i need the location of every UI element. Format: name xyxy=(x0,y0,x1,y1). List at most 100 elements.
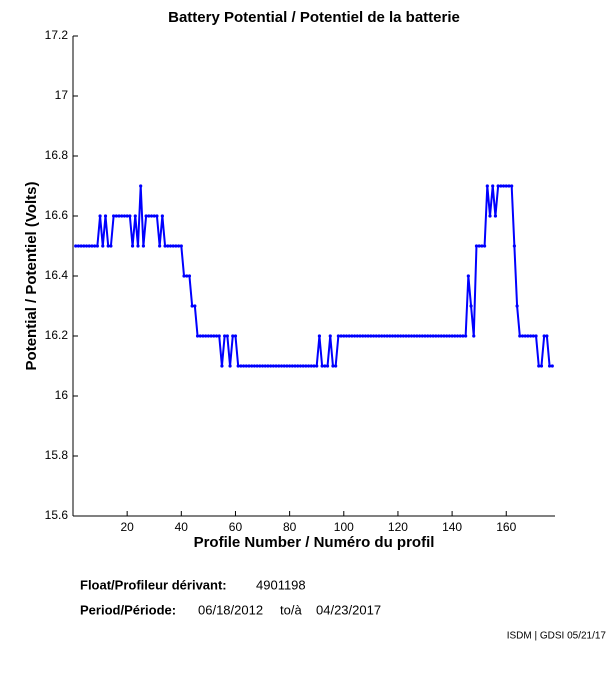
data-point xyxy=(423,334,427,338)
y-axis-label: Potential / Potentiel (Volts) xyxy=(23,182,40,371)
x-tick-label: 100 xyxy=(334,520,354,534)
chart-title: Battery Potential / Potentiel de la batt… xyxy=(168,9,460,26)
data-point xyxy=(407,334,411,338)
data-point xyxy=(95,244,99,248)
data-point xyxy=(84,244,89,248)
data-point xyxy=(285,364,289,368)
data-point xyxy=(385,334,389,338)
data-point xyxy=(453,334,457,338)
data-point xyxy=(323,364,327,368)
y-tick-label: 16 xyxy=(55,388,69,402)
data-point xyxy=(128,214,132,218)
data-point xyxy=(201,334,205,338)
data-point xyxy=(171,244,175,248)
data-point xyxy=(480,244,484,248)
data-point xyxy=(125,214,129,218)
data-point xyxy=(363,334,368,338)
data-point xyxy=(182,274,186,278)
data-point xyxy=(439,334,443,338)
data-point xyxy=(342,334,346,338)
x-tick-label: 80 xyxy=(283,520,297,534)
data-point xyxy=(399,334,403,338)
data-point xyxy=(412,334,416,338)
data-point xyxy=(458,334,462,338)
data-point xyxy=(155,214,159,218)
data-point xyxy=(136,244,140,248)
data-point xyxy=(244,364,248,368)
data-point xyxy=(426,334,430,338)
data-point xyxy=(193,304,197,308)
data-point xyxy=(520,334,525,338)
data-point xyxy=(442,334,446,338)
data-point xyxy=(288,364,292,368)
data-point xyxy=(120,214,124,218)
data-point xyxy=(114,214,118,218)
data-point xyxy=(474,244,479,248)
data-point xyxy=(353,334,357,338)
data-point xyxy=(195,334,200,338)
data-point xyxy=(231,334,235,338)
data-point xyxy=(461,334,465,338)
data-point xyxy=(117,214,121,218)
data-point xyxy=(534,334,538,338)
data-point xyxy=(206,334,210,338)
y-tick-label: 15.6 xyxy=(45,508,69,522)
data-point xyxy=(298,364,303,368)
data-point xyxy=(366,334,370,338)
data-point xyxy=(523,334,527,338)
data-point xyxy=(339,334,343,338)
data-point xyxy=(149,214,154,218)
data-point xyxy=(241,364,246,368)
data-point xyxy=(493,214,498,218)
data-point xyxy=(290,364,294,368)
data-point xyxy=(228,364,232,368)
data-point xyxy=(515,304,519,308)
y-tick-label: 16.2 xyxy=(45,328,69,342)
data-point xyxy=(334,364,338,368)
data-point xyxy=(130,244,135,248)
data-point xyxy=(466,274,470,278)
data-point xyxy=(212,334,216,338)
data-point xyxy=(504,184,508,188)
data-point xyxy=(220,364,224,368)
data-point xyxy=(358,334,362,338)
data-point xyxy=(434,334,438,338)
data-point xyxy=(122,214,127,218)
data-point xyxy=(369,334,373,338)
data-point xyxy=(309,364,313,368)
data-point xyxy=(190,304,194,308)
data-point xyxy=(301,364,305,368)
data-point xyxy=(325,364,330,368)
data-point xyxy=(388,334,392,338)
data-point xyxy=(464,334,468,338)
data-point xyxy=(239,364,243,368)
y-tick-label: 15.8 xyxy=(45,448,69,462)
data-point xyxy=(485,184,489,188)
data-point xyxy=(282,364,286,368)
data-point xyxy=(499,184,503,188)
x-tick-label: 160 xyxy=(496,520,516,534)
data-point xyxy=(101,244,105,248)
data-point xyxy=(512,244,516,248)
data-point xyxy=(185,274,189,278)
data-point xyxy=(420,334,424,338)
data-point xyxy=(76,244,81,248)
data-point xyxy=(147,214,151,218)
data-point xyxy=(252,364,257,368)
data-point xyxy=(404,334,408,338)
data-point xyxy=(266,364,270,368)
data-point xyxy=(103,214,108,218)
data-point xyxy=(223,334,227,338)
data-point xyxy=(377,334,381,338)
data-point xyxy=(382,334,387,338)
data-point xyxy=(141,244,146,248)
data-point xyxy=(133,214,137,218)
data-point xyxy=(187,274,192,278)
data-point xyxy=(472,334,476,338)
data-point xyxy=(106,244,110,248)
data-point xyxy=(371,334,376,338)
data-point xyxy=(436,334,441,338)
data-point xyxy=(158,244,162,248)
data-point xyxy=(431,334,435,338)
data-point xyxy=(98,214,102,218)
